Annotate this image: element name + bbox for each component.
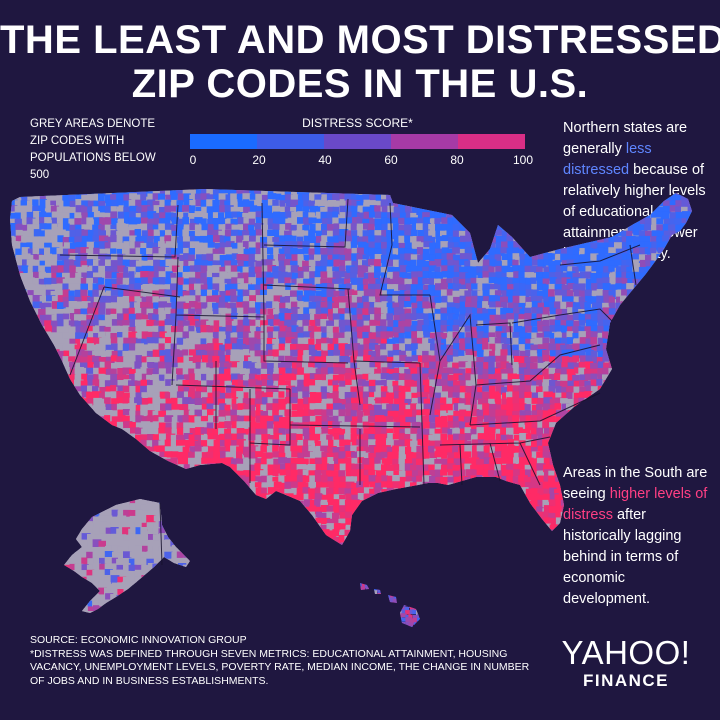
north-annotation-text: Northern states are generally: [563, 120, 688, 157]
south-annotation-text: Areas in the South are seeing: [563, 465, 708, 502]
us-distress-map: [0, 185, 720, 645]
legend-swatch: [458, 134, 525, 149]
source-note: SOURCE: ECONOMIC INNOVATION GROUP *DISTR…: [30, 634, 540, 688]
title-line-2: ZIP CODES IN THE U.S.: [131, 62, 589, 106]
legend-swatch: [391, 134, 458, 149]
us-distress-map-svg: [10, 189, 692, 627]
distress-score-legend: DISTRESS SCORE* 0 20 40 60 80 100: [189, 116, 534, 169]
legend-tick-label: 100: [512, 153, 534, 167]
legend-swatch: [324, 134, 391, 149]
legend-tick-label: 0: [189, 153, 197, 167]
methodology-footnote: *DISTRESS WAS DEFINED THROUGH SEVEN METR…: [30, 647, 530, 687]
title-line-1: THE LEAST AND MOST DISTRESSED: [0, 18, 720, 62]
south-annotation: Areas in the South are seeing higher lev…: [563, 463, 713, 610]
legend-ticks: 0 20 40 60 80 100: [189, 153, 534, 169]
legend-swatch: [190, 134, 257, 149]
source-line: SOURCE: ECONOMIC INNOVATION GROUP: [30, 634, 247, 646]
legend-tick-label: 60: [384, 153, 398, 167]
legend-tick-label: 80: [450, 153, 464, 167]
north-annotation-highlight: less distressed: [563, 141, 652, 178]
legend-tick-label: 40: [318, 153, 332, 167]
legend-color-bar: [190, 134, 525, 149]
yahoo-finance-logo: YAHOO! FINANCE: [556, 636, 696, 691]
grey-areas-note: GREY AREAS DENOTE ZIP CODES WITH POPULAT…: [30, 118, 156, 181]
south-annotation-rest: after historically lagging behind in ter…: [563, 507, 682, 607]
south-annotation-highlight: higher levels of distress: [563, 486, 708, 523]
state-borders: [59, 198, 641, 486]
legend-title: DISTRESS SCORE*: [302, 116, 413, 130]
page-title: THE LEAST AND MOST DISTRESSED ZIP CODES …: [0, 18, 720, 106]
logo-subtitle: FINANCE: [582, 671, 670, 690]
legend-tick-label: 20: [252, 153, 266, 167]
legend-swatch: [257, 134, 324, 149]
logo-wordmark: YAHOO!: [561, 634, 691, 671]
